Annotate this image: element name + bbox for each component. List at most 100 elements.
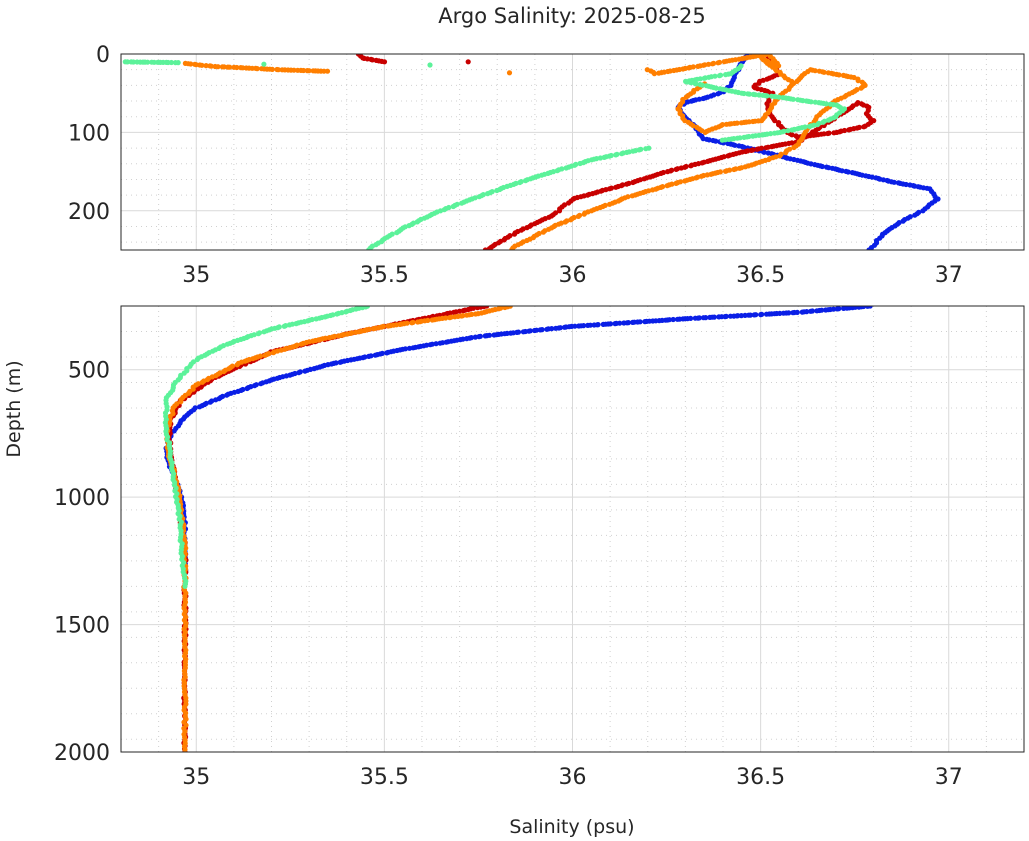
data-point	[291, 67, 297, 73]
data-point	[300, 67, 307, 74]
data-point	[203, 63, 209, 69]
data-point	[700, 315, 707, 321]
data-point	[258, 381, 264, 387]
series-4	[122, 59, 848, 250]
data-point	[619, 151, 625, 157]
data-point	[502, 306, 508, 311]
data-point	[326, 335, 332, 341]
data-point	[366, 247, 372, 250]
data-point	[746, 91, 753, 97]
data-point	[261, 61, 267, 67]
data-point	[763, 311, 770, 317]
data-point	[562, 219, 568, 225]
data-point	[336, 333, 342, 339]
data-point	[692, 315, 698, 321]
data-point	[624, 181, 630, 187]
data-point	[554, 168, 560, 174]
y-tick-label: 1000	[54, 486, 110, 511]
data-point	[324, 68, 331, 74]
data-point	[427, 62, 433, 68]
data-point	[254, 66, 260, 72]
data-point	[783, 150, 789, 156]
data-point	[601, 154, 607, 160]
x-axis-label: Salinity (psu)	[509, 816, 634, 838]
lower-panel: 35 35.5 36 36.5 37 500 1000 1500 2000	[54, 305, 1025, 790]
data-point	[823, 101, 829, 107]
data-point	[758, 312, 764, 318]
data-point	[701, 75, 707, 81]
series-3	[164, 306, 513, 752]
data-point	[751, 312, 757, 318]
data-point	[808, 308, 814, 314]
data-point	[372, 352, 378, 358]
data-point	[713, 85, 719, 91]
series-3	[182, 54, 868, 250]
data-point	[600, 321, 606, 327]
data-point	[825, 117, 832, 123]
data-point	[806, 123, 813, 129]
data-point	[334, 311, 340, 317]
data-point	[706, 137, 712, 143]
data-point	[563, 165, 569, 171]
data-point	[145, 59, 151, 65]
series-4	[162, 306, 370, 589]
data-point	[485, 191, 491, 197]
data-point	[124, 59, 130, 65]
x-tick-label: 37	[935, 263, 963, 288]
x-tick-label: 35.5	[360, 263, 409, 288]
data-point	[566, 200, 572, 206]
data-point	[369, 57, 375, 63]
data-point	[482, 333, 488, 339]
data-point	[199, 62, 205, 68]
data-point	[188, 61, 194, 67]
data-point	[855, 78, 861, 84]
y-tick-label: 200	[68, 200, 110, 225]
data-point	[337, 359, 343, 365]
data-point	[244, 385, 250, 392]
data-point	[700, 95, 706, 102]
y-tick-label: 500	[68, 359, 110, 384]
data-point	[385, 323, 391, 329]
data-point	[826, 130, 832, 136]
data-point	[630, 179, 636, 186]
series-2	[355, 54, 877, 250]
data-point	[511, 231, 518, 237]
data-point	[841, 127, 848, 134]
data-point	[763, 145, 769, 151]
y-tick-label: 100	[68, 121, 110, 146]
data-point	[224, 341, 230, 347]
data-point	[752, 92, 758, 98]
x-tick-label: 36	[559, 765, 587, 790]
data-point	[711, 60, 717, 66]
data-point	[406, 345, 413, 351]
y-tick-label: 2000	[54, 741, 110, 766]
data-point	[866, 247, 872, 250]
data-point	[447, 315, 453, 321]
data-point	[553, 325, 559, 331]
data-point	[262, 352, 268, 358]
data-point	[482, 247, 488, 250]
data-point	[450, 203, 456, 210]
data-point	[673, 180, 679, 186]
data-point	[227, 64, 233, 70]
data-point	[261, 329, 267, 335]
data-point	[723, 72, 729, 78]
data-point	[298, 341, 304, 347]
data-point	[540, 229, 547, 235]
data-point	[585, 322, 591, 328]
data-point	[621, 320, 627, 326]
data-point	[731, 166, 737, 173]
data-point	[674, 316, 681, 322]
data-point	[194, 356, 200, 363]
data-point	[891, 179, 897, 185]
data-point	[433, 341, 439, 347]
data-point	[343, 309, 349, 315]
data-point	[302, 368, 308, 374]
data-point	[688, 163, 694, 169]
data-point	[772, 118, 778, 124]
data-point	[742, 312, 748, 318]
data-point	[732, 142, 738, 148]
data-point	[790, 96, 796, 102]
data-point	[845, 169, 851, 175]
data-point	[429, 317, 435, 323]
